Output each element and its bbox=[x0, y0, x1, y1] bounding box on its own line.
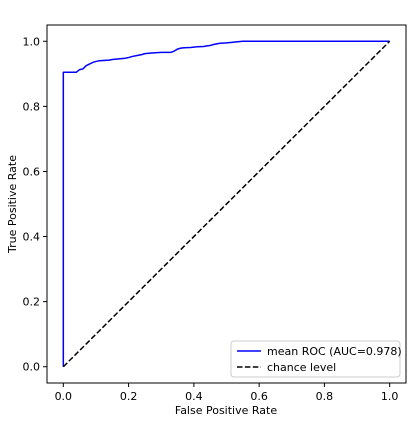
x-axis-ticks: 0.0 0.2 0.4 0.6 0.8 1.0 bbox=[55, 383, 399, 403]
x-tick-label: 1.0 bbox=[381, 390, 399, 403]
x-axis-label: False Positive Rate bbox=[175, 404, 277, 417]
y-tick-label: 0.2 bbox=[23, 296, 41, 309]
y-axis-label: True Positive Rate bbox=[6, 155, 19, 254]
x-tick-label: 0.2 bbox=[120, 390, 138, 403]
y-tick-label: 0.4 bbox=[23, 231, 41, 244]
plot-frame bbox=[46, 24, 407, 384]
x-tick-label: 0.4 bbox=[185, 390, 203, 403]
y-tick-label: 0.0 bbox=[23, 361, 41, 374]
legend: mean ROC (AUC=0.978) chance level bbox=[230, 340, 402, 378]
series-layer bbox=[62, 40, 391, 368]
y-axis-ticks: 0.0 0.2 0.4 0.6 0.8 1.0 bbox=[23, 35, 47, 374]
legend-label-mean-roc: mean ROC (AUC=0.978) bbox=[267, 345, 402, 358]
x-tick-label: 0.8 bbox=[316, 390, 334, 403]
legend-box bbox=[230, 340, 401, 378]
mean-roc-line bbox=[62, 40, 390, 367]
y-tick-label: 0.6 bbox=[23, 165, 41, 178]
y-tick-label: 1.0 bbox=[23, 35, 41, 48]
chance-level-line bbox=[62, 40, 391, 368]
y-tick-label: 0.8 bbox=[23, 100, 41, 113]
legend-label-chance-level: chance level bbox=[267, 361, 336, 374]
x-tick-label: 0.0 bbox=[55, 390, 73, 403]
x-tick-label: 0.6 bbox=[250, 390, 268, 403]
